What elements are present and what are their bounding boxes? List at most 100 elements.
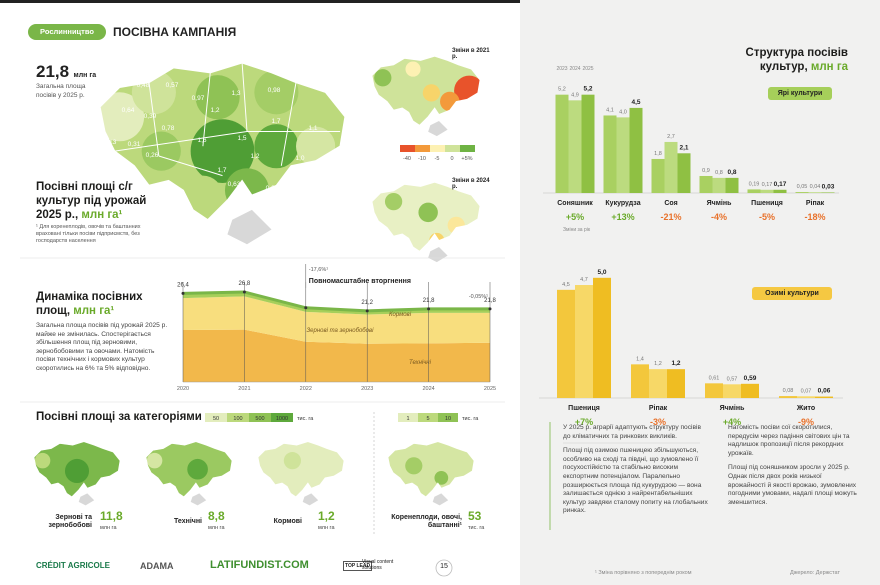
category-map [257,441,345,506]
category-value: 11,8 [100,509,123,523]
legend-label: 5 [426,416,429,422]
category-value: 1,2 [318,509,335,523]
page-circle [435,559,453,577]
value-label: 0,05 [797,184,808,190]
structure-title: Структура посівів культур, млн га [720,46,848,74]
category-map [145,441,233,506]
region-label: 0,29 [304,173,317,180]
category-label: Соняшник [557,200,593,207]
total-label: 26,4 [177,282,189,288]
region-label: 0,31 [128,141,141,148]
bar [723,384,741,398]
legend-label: 10 [445,416,451,422]
legend-swatch [418,413,438,422]
value-label: 0,17 [762,182,773,188]
region-label: 0,57 [166,82,179,89]
categories-title: Посівні площі за категоріями [36,411,202,423]
category-name: Коренеплоди, овочі, баштанні¹ [391,513,462,529]
logo: Visual content solutions [362,559,394,571]
region-label: 0,64 [122,107,135,114]
region-label: 0,18 [332,151,345,158]
change-label: -18% [804,212,825,222]
map-title-text: Посівні площі с/г культур під урожай 202… [36,181,147,221]
section-pill [28,24,106,40]
source: Джерело: Держстат [790,570,840,576]
bar [797,396,815,398]
region-label: 0,48 [137,82,150,89]
paragraph: Площі під соняшником зросли у 2025 р. Од… [728,464,857,506]
bar [575,285,593,398]
value-label: 0,59 [744,375,757,382]
map-title: Посівні площі с/г культур під урожай 202… [36,180,161,222]
legend-label: 100 [233,416,242,422]
bar [651,158,665,193]
value-label: 0,19 [749,181,760,187]
category-label: Ячмінь [707,199,732,207]
legend-swatch [205,413,227,422]
legend-label: 1000 [276,416,288,422]
bar [773,189,787,193]
value-label: 4,5 [631,99,640,106]
legend-swatch [438,413,458,422]
region-label: 0,63 [228,181,241,188]
region-label: 1,5 [237,135,246,142]
value-label: 4,9 [571,92,579,98]
structure-title-text: Структура посівів культур, [745,47,848,73]
bar [631,364,649,398]
category-label: Соя [664,200,677,207]
total-value: 21,8 [36,62,70,81]
category-unit: млн га [318,525,335,531]
category-label: Ріпак [806,199,825,207]
bar [568,100,582,193]
bar [779,396,797,398]
value-label: 0,8 [727,169,736,176]
value-label: 0,57 [727,376,738,382]
legend-swatch [249,413,271,422]
category-value: 53 [468,509,482,523]
paragraph: Площі під озимою пшеницею збільшуються, … [563,447,708,515]
legend-label: 0 [450,156,453,162]
series-label: Зернові та зернобобові [307,328,375,334]
text-col2: Натомість посіви сої скоротилися, переду… [728,424,858,507]
inset-map-2021 [371,55,481,137]
legend-unit: тис. га [462,416,479,422]
bar [603,115,617,193]
x-tick-label: 2021 [238,386,250,392]
region-label: 0,39 [144,113,157,120]
structure-unit: млн га [810,61,848,73]
total-line [182,290,490,313]
category-name: Кормові [274,517,302,525]
category-label: Ячмінь [720,404,745,412]
region-label: 1,7 [271,118,280,125]
value-label: 2,1 [679,144,688,151]
legend-label: 2023 [556,66,567,72]
bar [712,177,726,193]
value-label: 1,2 [654,361,662,367]
region-label: 0,98 [268,87,281,94]
change-label: +4% [723,417,741,427]
bar [664,141,678,193]
change-label: -3% [650,417,666,427]
legend-swatch [227,413,249,422]
legend-label: 1 [406,416,409,422]
x-tick-label: 2020 [177,386,189,392]
total-point [181,291,185,295]
category-label: Пшениця [568,405,600,412]
change-legend-swatches [400,145,475,152]
total-block: 21,8 млн га [36,62,96,82]
region-label: 1,7 [217,167,226,174]
bar [808,192,822,193]
bar [815,396,833,398]
x-tick-label: 2023 [361,386,373,392]
change-label: -9% [798,417,814,427]
change-label: -5% [759,212,775,222]
top-rule [0,0,520,3]
map-unit: млн га¹ [81,209,123,221]
bar [795,192,809,193]
dynamics-title: Динаміка посівних площ, млн га¹ [36,290,156,318]
value-label: 1,4 [636,356,644,362]
annotation: -0,05%¹ [469,294,488,300]
legend-label: -10 [418,156,426,162]
legend-label: +5% [461,156,472,162]
